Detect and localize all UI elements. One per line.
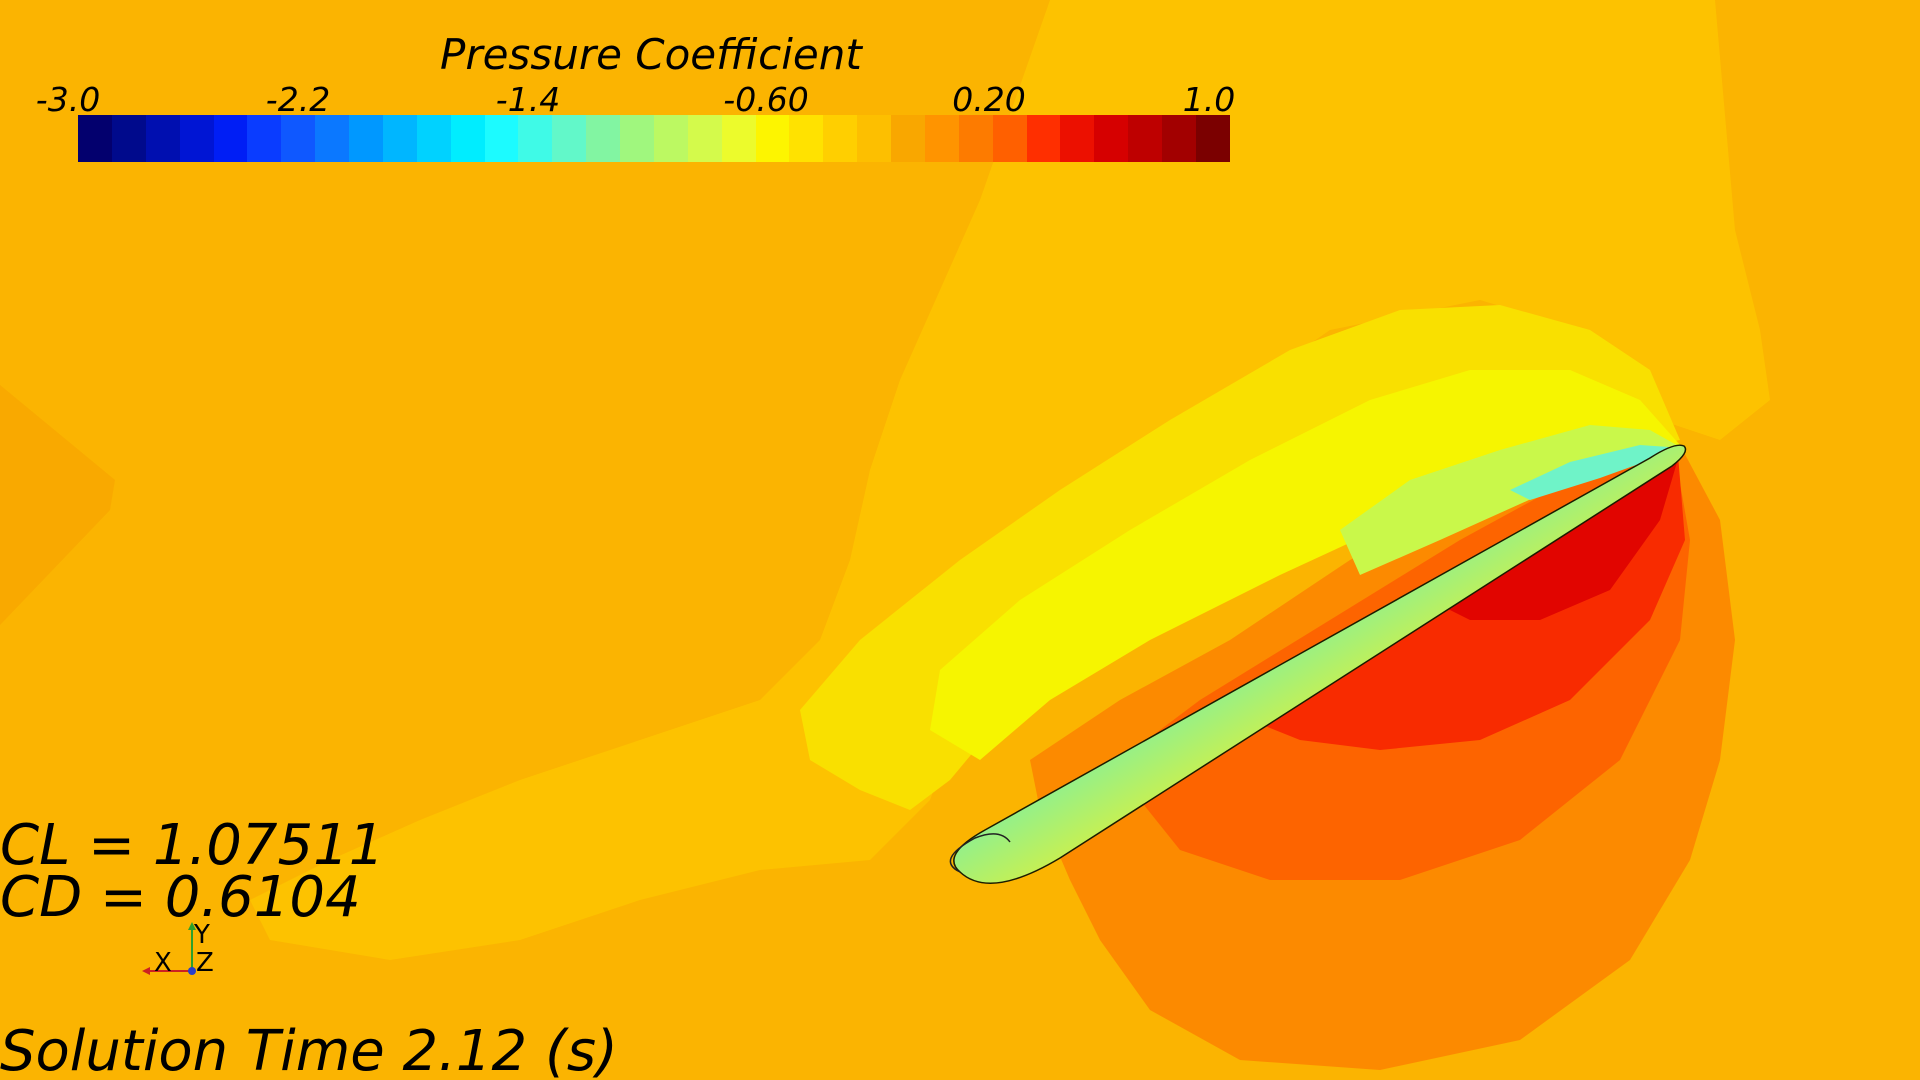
legend-tick-label: 1.0 (1182, 80, 1236, 119)
colorbar-segment (281, 115, 316, 162)
drag-coefficient-readout: CD = 0.6104 (0, 865, 361, 930)
upper-cyan-region (1510, 445, 1683, 500)
colorbar-segment (145, 115, 180, 162)
colorbar-segment (653, 115, 688, 162)
legend-tick-label: -3.0 (35, 80, 101, 119)
legend-colorbar (78, 115, 1230, 162)
colorbar-segment (586, 115, 620, 162)
colorbar-segment (755, 115, 790, 162)
colorbar-segment (78, 115, 112, 162)
colorbar-segment (721, 115, 756, 162)
colorbar-segment (349, 115, 383, 162)
colorbar-segment (213, 115, 248, 162)
solution-time-readout: Solution Time 2.12 (s) (0, 1019, 618, 1080)
colorbar-segment (924, 115, 959, 162)
airfoil-leading-edge (949, 833, 1011, 873)
colorbar-segment (1195, 115, 1230, 162)
legend-tick-label: -1.4 (495, 80, 561, 119)
colorbar-segment (1026, 115, 1061, 162)
airfoil-body (953, 444, 1687, 884)
legend-tick-label: 0.20 (952, 80, 1026, 119)
colorbar-segment (1162, 115, 1196, 162)
colorbar-segment (484, 115, 519, 162)
neutral-wake-band (250, 0, 1770, 960)
colorbar-segment (179, 115, 214, 162)
colorbar-segment (958, 115, 993, 162)
colorbar-segment (552, 115, 587, 162)
colorbar-segment (450, 115, 485, 162)
left-inflow-band (0, 385, 115, 625)
colorbar-segment (992, 115, 1027, 162)
colorbar-segment (382, 115, 417, 162)
colorbar-segment (823, 115, 858, 162)
colorbar-segment (315, 115, 349, 162)
legend-tick-label: -2.2 (265, 80, 331, 119)
colorbar-segment (620, 115, 654, 162)
colorbar-segment (518, 115, 553, 162)
axis-x-label: X (154, 948, 172, 978)
colorbar-segment (111, 115, 146, 162)
colorbar-segment (1128, 115, 1162, 162)
colorbar-segment (416, 115, 451, 162)
colorbar-segment (1094, 115, 1129, 162)
colorbar-segment (1060, 115, 1095, 162)
colorbar-segment (687, 115, 722, 162)
lift-coefficient-readout: CL = 1.07511 (0, 813, 385, 878)
colorbar-segment (789, 115, 824, 162)
colorbar-segment (891, 115, 925, 162)
axis-triad: X Y Z (140, 918, 220, 978)
colorbar-segment (857, 115, 891, 162)
legend-tick-label: -0.60 (723, 80, 809, 119)
axis-triad-icon (142, 922, 196, 975)
colorbar-segment (247, 115, 282, 162)
axis-z-label: Z (196, 948, 214, 978)
legend-title: Pressure Coefficient (440, 30, 862, 79)
axis-y-label: Y (194, 920, 210, 950)
